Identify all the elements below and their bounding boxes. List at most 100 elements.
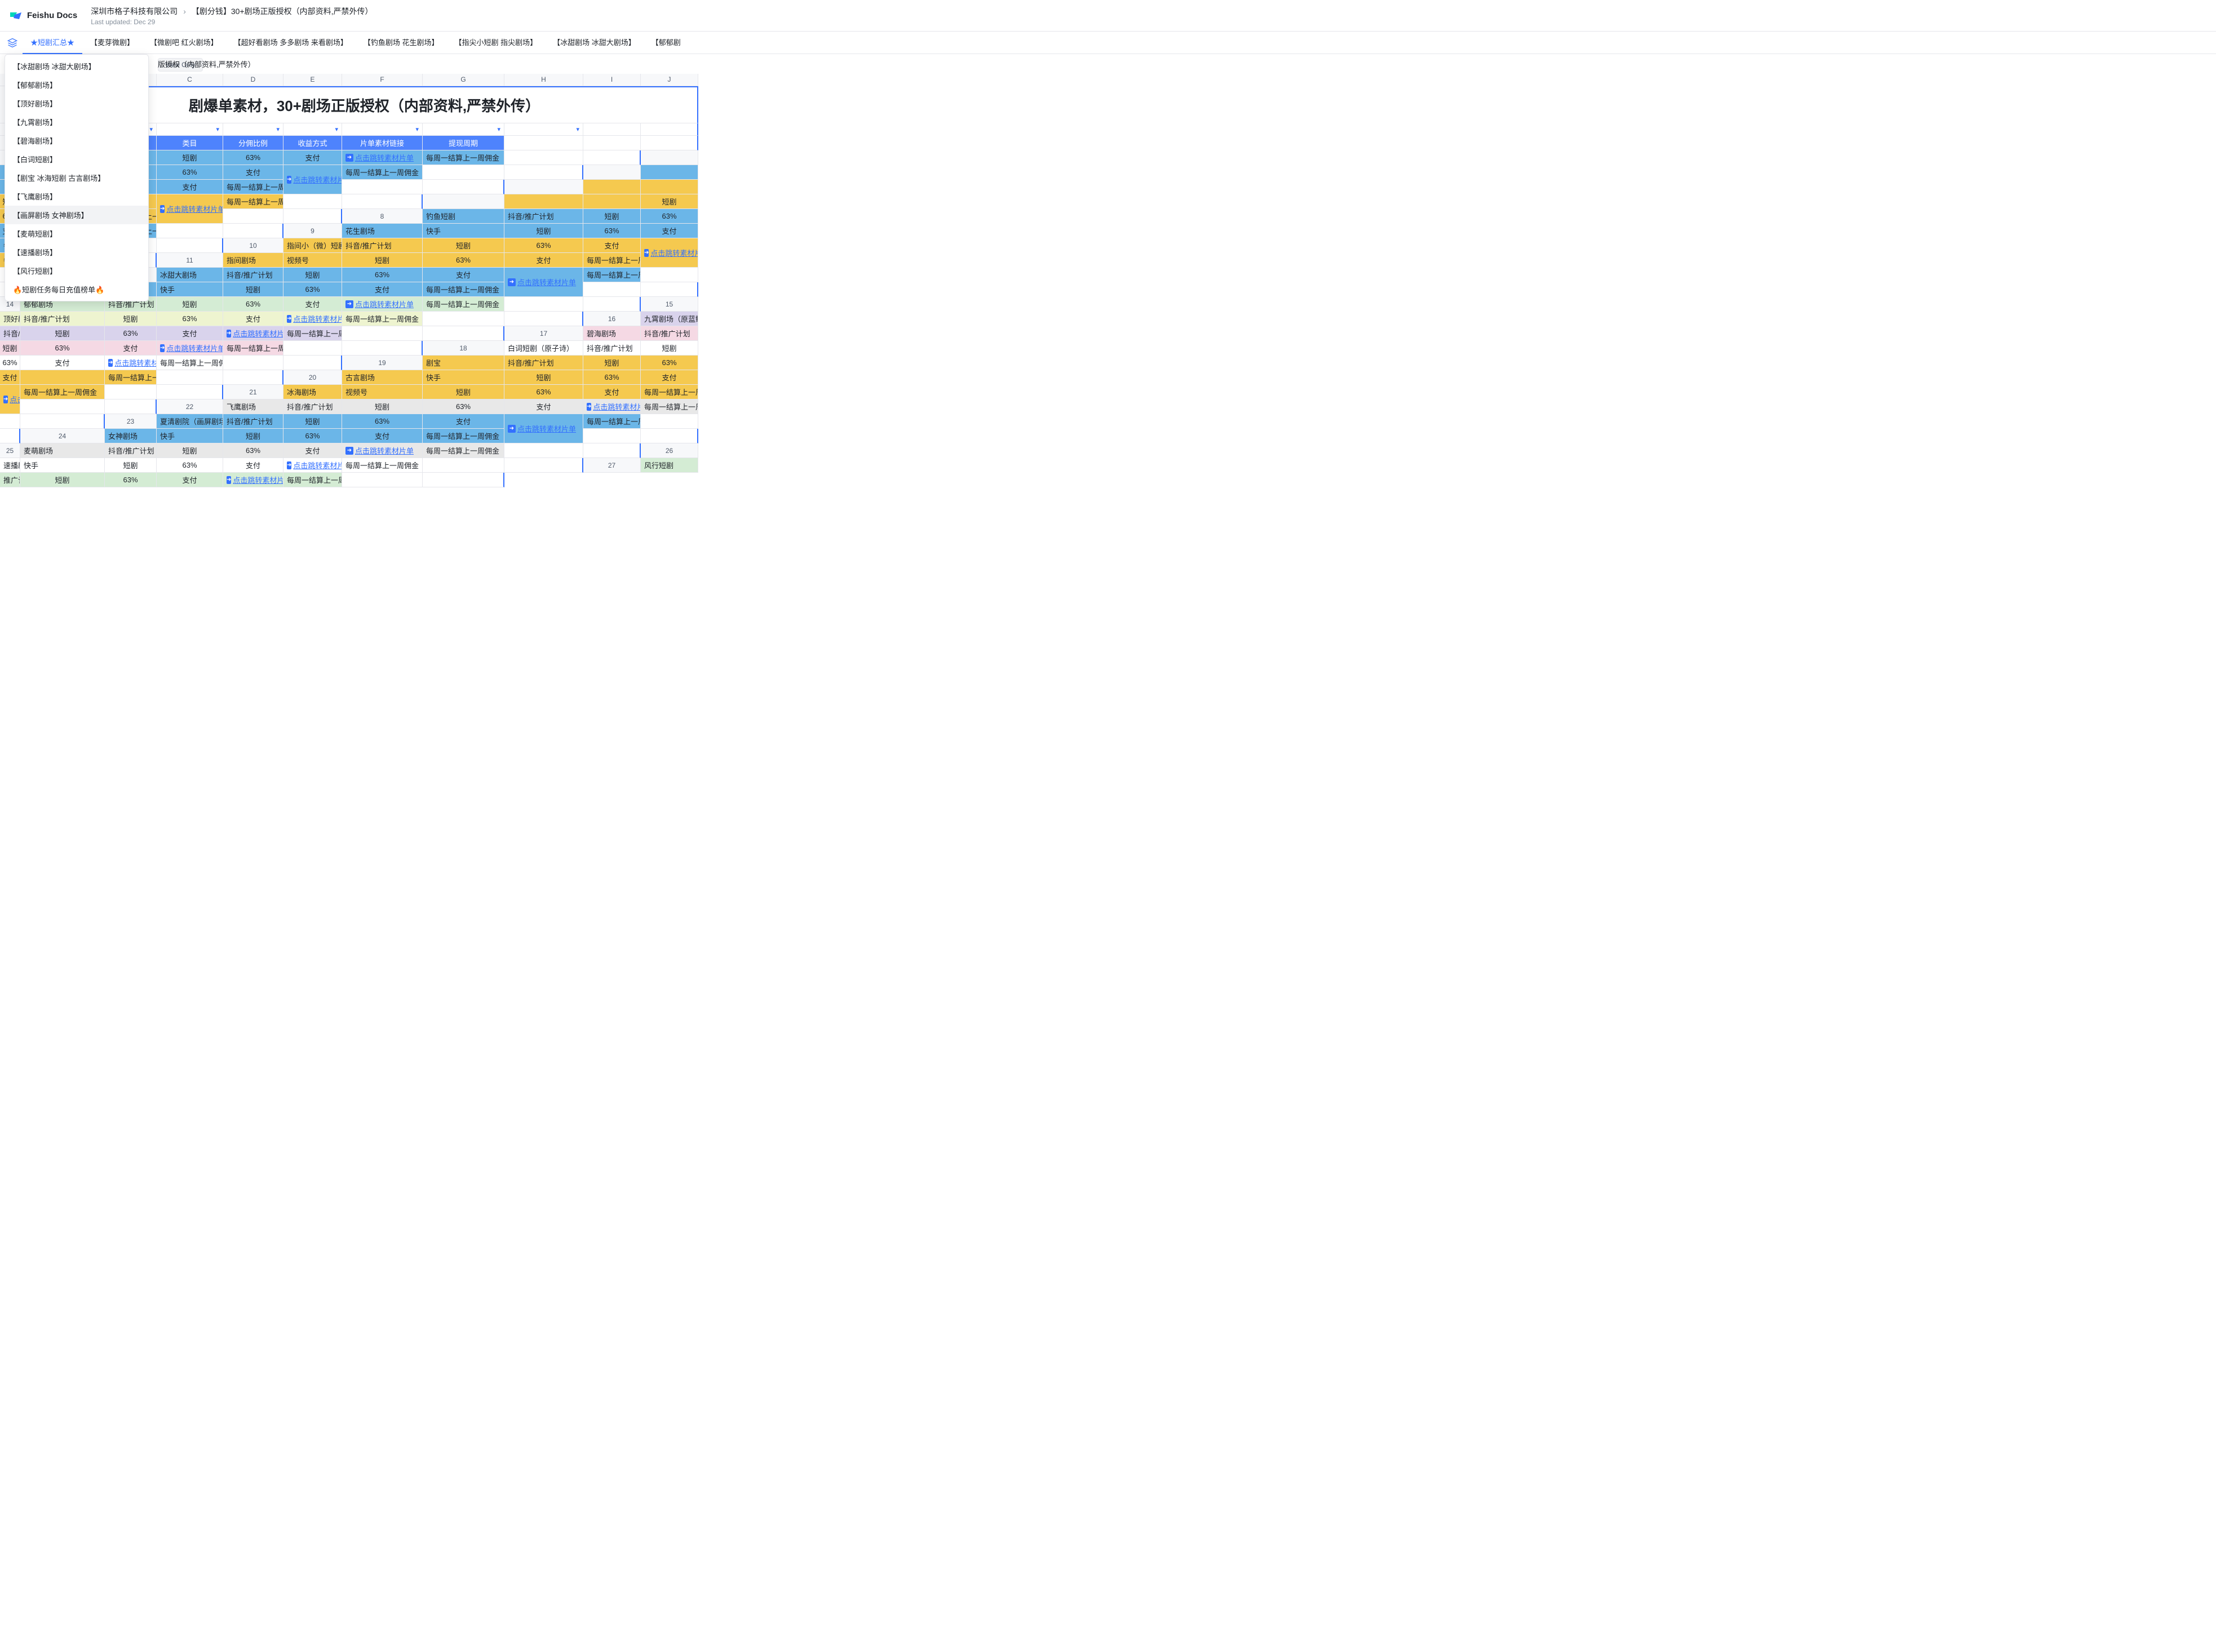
cell-link[interactable]: ➜点击跳转素材片单 [583,399,641,414]
filter-cell[interactable] [641,123,698,136]
cell-link[interactable]: ➜点击跳转素材片单 [223,326,283,341]
sheet-tab[interactable]: 【麦芽微剧】 [82,31,142,54]
material-link[interactable]: 点击跳转素材片单 [293,174,342,185]
row-header[interactable]: 27 [583,458,641,473]
row-header[interactable] [504,180,583,194]
row-header[interactable]: 24 [20,429,105,443]
breadcrumb-doc-title[interactable]: 【剧分钱】30+剧场正版授权（内部资料,严禁外传） [192,6,373,17]
material-link[interactable]: 点击跳转素材片单 [233,328,283,339]
cell-link[interactable]: ➜点击跳转素材片单 [342,297,423,312]
material-link[interactable]: 点击跳转素材片单 [293,460,342,470]
spreadsheet[interactable]: CDEFGHIJ1剧爆单素材，30+剧场正版授权（内部资料,严禁外传）2▾▾▾▾… [0,74,2216,487]
column-header[interactable]: I [583,74,641,86]
row-header[interactable]: 20 [283,370,342,385]
sheet-tab[interactable]: 【微剧吧 红火剧场】 [142,31,226,54]
row-header[interactable]: 10 [223,238,283,253]
dropdown-item[interactable]: 【冰甜剧场 冰甜大剧场】 [5,57,148,76]
row-header[interactable]: 11 [157,253,223,268]
material-link[interactable]: 点击跳转素材片单 [166,203,223,214]
dropdown-item[interactable]: 🔥短剧任务每日充值榜单🔥 [5,280,148,299]
filter-icon[interactable]: ▾ [335,126,338,133]
material-link[interactable]: 点击跳转素材片单 [517,423,576,434]
cell-link[interactable]: ➜点击跳转素材片单 [283,165,342,194]
row-header[interactable]: 17 [504,326,583,341]
app-logo[interactable]: Feishu Docs [9,9,77,23]
cell-link[interactable]: ➜点击跳转素材片单 [283,458,342,473]
cell-link[interactable]: ➜点击跳转素材片单 [157,341,223,356]
dropdown-item[interactable]: 【碧海剧场】 [5,131,148,150]
cell-link[interactable]: ➜点击跳转素材片单 [283,312,342,326]
filter-icon[interactable]: ▾ [276,126,280,133]
dropdown-item[interactable]: 【白词短剧】 [5,150,148,168]
cell-link[interactable]: ➜点击跳转素材片单 [157,194,223,224]
material-link[interactable]: 点击跳转素材片单 [593,401,641,412]
row-header[interactable]: 19 [342,356,423,370]
column-header[interactable]: G [423,74,504,86]
material-link[interactable]: 点击跳转素材片单 [114,357,157,368]
row-header[interactable]: 26 [641,443,698,458]
sheet-tab[interactable]: 【郁郁剧 [644,31,689,54]
row-header[interactable] [423,194,504,209]
row-header[interactable]: 9 [283,224,342,238]
cell-link[interactable]: ➜点击跳转素材片单 [504,268,583,297]
cell-link[interactable]: ➜点击跳转素材片单 [342,150,423,165]
dropdown-item[interactable]: 【风行短剧】 [5,261,148,280]
row-header[interactable] [583,165,641,180]
row-header[interactable]: 16 [583,312,641,326]
cell-link[interactable]: ➜点击跳转素材片单 [223,473,283,487]
row-header[interactable]: 18 [423,341,504,356]
cell-link[interactable]: ➜点击跳转素材片单 [342,443,423,458]
material-link[interactable]: 点击跳转素材片单 [355,299,414,309]
filter-cell[interactable]: ▾ [423,123,504,136]
dropdown-item[interactable]: 【速播剧场】 [5,243,148,261]
filter-icon[interactable]: ▾ [216,126,219,133]
sheet-tab[interactable]: 【冰甜剧场 冰甜大剧场】 [545,31,644,54]
dropdown-item[interactable]: 【飞鹰剧场】 [5,187,148,206]
column-header[interactable]: F [342,74,423,86]
dropdown-item[interactable]: 【麦萌短剧】 [5,224,148,243]
breadcrumb-company[interactable]: 深圳市格子科技有限公司 [91,6,178,17]
material-link[interactable]: 点击跳转素材片单 [166,343,223,353]
dropdown-item[interactable]: 【画屏剧场 女神剧场】 [5,206,148,224]
row-header[interactable]: 23 [105,414,157,429]
column-header[interactable]: E [283,74,342,86]
material-link[interactable]: 点击跳转素材片单 [650,247,698,258]
column-header[interactable]: H [504,74,583,86]
row-header[interactable]: 15 [641,297,698,312]
cell-link[interactable]: ➜点击跳转素材片单 [641,238,698,268]
filter-cell[interactable]: ▾ [342,123,423,136]
layers-icon[interactable] [5,35,20,51]
cell-link[interactable]: ➜点击跳转素材片单 [105,356,157,370]
column-header[interactable]: C [157,74,223,86]
filter-icon[interactable]: ▾ [149,126,153,133]
sheet-tab[interactable]: ★短剧汇总★ [23,31,82,54]
row-header[interactable]: 8 [342,209,423,224]
row-header[interactable]: 25 [0,443,20,458]
filter-cell[interactable]: ▾ [223,123,283,136]
column-header[interactable]: D [223,74,283,86]
material-link[interactable]: 点击跳转素材片单 [355,152,414,163]
filter-cell[interactable] [583,123,641,136]
filter-icon[interactable]: ▾ [576,126,579,133]
dropdown-item[interactable]: 【剧宝 冰海短剧 古言剧场】 [5,168,148,187]
dropdown-item[interactable]: 【顶好剧场】 [5,94,148,113]
row-header[interactable] [641,150,698,165]
dropdown-item[interactable]: 【郁郁剧场】 [5,76,148,94]
filter-cell[interactable]: ▾ [504,123,583,136]
sheet-tab[interactable]: 【超好看剧场 多多剧场 来看剧场】 [226,31,356,54]
filter-cell[interactable]: ▾ [157,123,223,136]
cell-link[interactable]: ➜点击跳转素材片单 [504,414,583,443]
filter-icon[interactable]: ▾ [415,126,419,133]
sheet-tab[interactable]: 【钓鱼剧场 花生剧场】 [356,31,447,54]
material-link[interactable]: 点击跳转素材片单 [293,313,342,324]
dropdown-item[interactable]: 【九霄剧场】 [5,113,148,131]
row-header[interactable]: 21 [223,385,283,399]
cell-link[interactable]: ➜点击跳转素材片单 [0,385,20,414]
material-link[interactable]: 点击跳转素材片单 [233,474,283,485]
material-link[interactable]: 点击跳转素材片单 [355,445,414,456]
row-header[interactable]: 22 [157,399,223,414]
filter-cell[interactable]: ▾ [283,123,342,136]
filter-icon[interactable]: ▾ [497,126,500,133]
material-link[interactable]: 点击跳转素材片单 [517,277,576,287]
column-header[interactable]: J [641,74,698,86]
